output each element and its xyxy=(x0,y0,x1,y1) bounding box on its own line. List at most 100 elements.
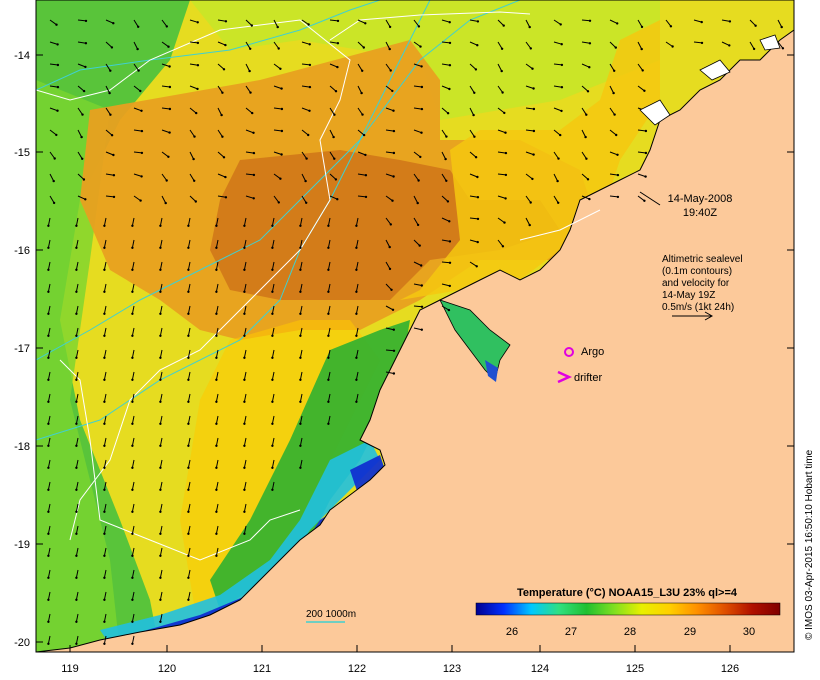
velocity-arrow-head xyxy=(355,290,358,293)
velocity-arrow xyxy=(271,305,275,314)
velocity-arrow xyxy=(189,195,197,202)
velocity-arrow-head xyxy=(557,201,560,204)
lat-tick-label: -17 xyxy=(14,343,30,355)
colorbar-title: Temperature (°C) NOAA15_L3U 23% ql>=4 xyxy=(517,587,738,599)
velocity-arrow xyxy=(441,283,450,287)
velocity-arrow xyxy=(243,503,247,512)
velocity-arrow-head xyxy=(131,378,134,381)
velocity-arrow xyxy=(243,217,247,226)
velocity-arrow xyxy=(77,63,86,68)
velocity-arrow-head xyxy=(215,290,218,293)
velocity-arrow xyxy=(187,239,191,248)
velocity-arrow-head xyxy=(448,284,451,288)
velocity-arrow xyxy=(243,239,247,248)
velocity-arrow-head xyxy=(585,157,588,160)
velocity-arrow xyxy=(553,195,559,204)
velocity-arrow-head xyxy=(224,196,228,199)
velocity-arrow xyxy=(497,63,503,72)
velocity-arrow xyxy=(637,85,645,92)
lon-tick-label: 124 xyxy=(531,663,549,675)
velocity-arrow xyxy=(553,41,562,45)
velocity-arrow xyxy=(243,305,247,314)
velocity-arrow-head xyxy=(476,196,480,199)
velocity-arrow xyxy=(159,459,163,468)
velocity-arrow-head xyxy=(305,157,308,160)
velocity-arrow xyxy=(75,569,79,578)
velocity-arrow-head xyxy=(103,356,106,359)
velocity-arrow xyxy=(103,459,107,468)
velocity-arrow xyxy=(187,283,191,292)
velocity-arrow-head xyxy=(613,69,616,73)
velocity-arrow-head xyxy=(75,400,78,403)
velocity-arrow-head xyxy=(47,312,50,315)
velocity-arrow xyxy=(159,547,163,556)
velocity-arrow-head xyxy=(243,488,246,491)
velocity-arrow-head xyxy=(47,532,50,535)
velocity-arrow xyxy=(553,63,562,66)
velocity-arrow-head xyxy=(47,642,50,645)
velocity-arrow xyxy=(189,107,197,114)
velocity-arrow-head xyxy=(103,422,106,425)
velocity-arrow-head xyxy=(502,24,505,27)
velocity-arrow xyxy=(553,173,559,182)
velocity-arrow-head xyxy=(416,223,420,227)
velocity-arrow xyxy=(215,371,219,380)
velocity-arrow-head xyxy=(556,179,559,183)
velocity-arrow-head xyxy=(448,240,452,243)
velocity-arrow-head xyxy=(187,444,190,447)
velocity-arrow-head xyxy=(445,179,448,182)
legend-line: 14-May 19Z xyxy=(662,290,715,301)
velocity-arrow-head xyxy=(108,91,111,95)
velocity-arrow xyxy=(103,305,107,314)
velocity-arrow xyxy=(497,129,506,134)
velocity-arrow xyxy=(329,63,338,68)
velocity-arrow-head xyxy=(780,25,783,29)
velocity-arrow-head xyxy=(504,131,507,134)
velocity-arrow-head xyxy=(47,400,50,403)
velocity-arrow xyxy=(441,19,450,23)
velocity-arrow xyxy=(159,481,163,490)
velocity-arrow-head xyxy=(473,91,476,95)
velocity-arrow xyxy=(159,261,163,270)
velocity-arrow-head xyxy=(448,21,451,24)
velocity-arrow-head xyxy=(159,290,162,293)
velocity-arrow-head xyxy=(220,113,223,117)
velocity-arrow-head xyxy=(159,620,162,623)
velocity-arrow-head xyxy=(55,133,58,137)
velocity-arrow-head xyxy=(84,42,88,45)
velocity-arrow-head xyxy=(196,41,200,45)
velocity-arrow xyxy=(215,437,219,446)
velocity-arrow xyxy=(581,19,591,22)
velocity-arrow xyxy=(413,129,422,134)
velocity-arrow-head xyxy=(248,69,251,73)
velocity-arrow-head xyxy=(140,109,143,113)
velocity-arrow xyxy=(161,129,170,134)
velocity-arrow-head xyxy=(336,42,340,45)
velocity-arrow-head xyxy=(476,20,480,23)
velocity-arrow xyxy=(215,481,219,490)
velocity-arrow-head xyxy=(271,268,274,271)
velocity-arrow-head xyxy=(215,422,218,425)
velocity-arrow-head xyxy=(109,113,112,116)
lon-axis: 119 120 121 122 123 124 125 126 xyxy=(61,645,739,675)
velocity-arrow-head xyxy=(559,23,562,26)
velocity-arrow xyxy=(385,283,392,291)
velocity-arrow xyxy=(273,173,281,180)
velocity-arrow-head xyxy=(75,356,78,359)
velocity-arrow xyxy=(105,107,111,115)
velocity-arrow xyxy=(327,283,331,292)
velocity-arrow-head xyxy=(80,135,83,139)
velocity-arrow xyxy=(187,481,191,490)
velocity-arrow xyxy=(637,129,646,132)
velocity-arrow xyxy=(159,239,163,248)
velocity-arrow xyxy=(103,481,107,490)
velocity-arrow xyxy=(161,85,170,88)
velocity-arrow-head xyxy=(299,422,302,425)
velocity-arrow xyxy=(243,393,247,402)
velocity-arrow xyxy=(413,217,419,226)
velocity-arrow xyxy=(271,437,275,446)
velocity-arrow-head xyxy=(445,135,448,138)
velocity-arrow xyxy=(525,151,534,156)
velocity-arrow xyxy=(103,261,107,270)
lon-tick-label: 121 xyxy=(253,663,271,675)
